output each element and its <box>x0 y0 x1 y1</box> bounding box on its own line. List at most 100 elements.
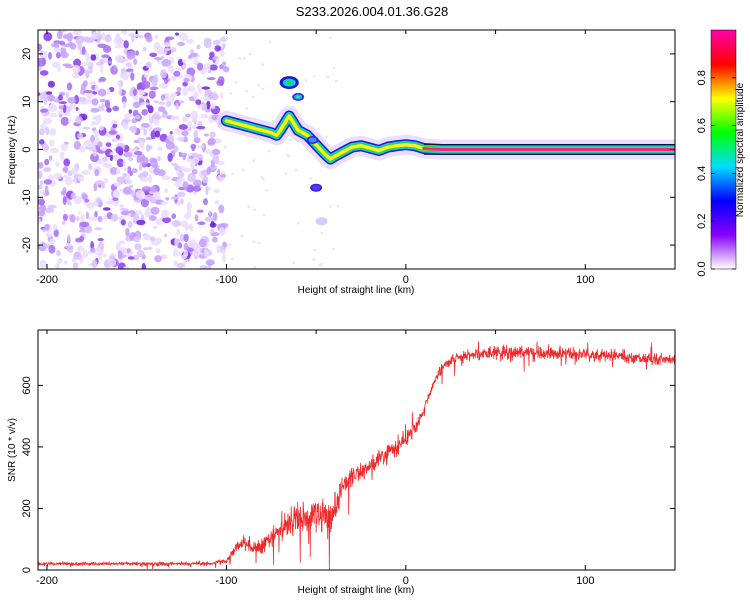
noise-blob <box>128 156 134 162</box>
noise-blob <box>62 213 68 221</box>
noise-blob <box>143 186 149 191</box>
noise-blob <box>131 33 135 43</box>
noise-blob <box>48 103 57 112</box>
noise-blob <box>133 139 139 144</box>
noise-blob <box>103 214 108 221</box>
noise-blob <box>193 137 201 144</box>
noise-blob <box>140 176 150 183</box>
snr-ytick-label: 200 <box>21 499 33 517</box>
noise-blob <box>39 241 43 248</box>
noise-blob <box>161 209 169 219</box>
noise-blob <box>157 146 163 151</box>
noise-blob <box>91 98 99 106</box>
noise-blob <box>260 175 264 179</box>
noise-blob <box>154 34 159 40</box>
noise-blob <box>268 40 271 43</box>
noise-blob <box>133 95 139 100</box>
noise-blob <box>65 92 69 98</box>
noise-blob <box>309 177 313 180</box>
snr-xtick-label: 100 <box>576 575 594 587</box>
noise-blob <box>101 54 110 59</box>
noise-blob <box>127 256 135 260</box>
noise-blob <box>288 138 292 141</box>
noise-blob <box>85 96 92 104</box>
noise-blob <box>108 258 117 267</box>
noise-blob <box>72 65 81 74</box>
noise-blob <box>77 174 85 182</box>
noise-blob <box>176 86 182 92</box>
noise-blob <box>213 189 221 193</box>
noise-blob <box>148 215 157 222</box>
noise-blob <box>197 221 206 225</box>
noise-blob <box>72 71 80 79</box>
noise-blob <box>196 62 204 71</box>
noise-blob <box>137 249 145 258</box>
noise-blob <box>148 90 156 99</box>
colorbar-tick-label: 0.8 <box>696 70 708 85</box>
noise-blob <box>192 251 198 257</box>
noise-blob <box>126 50 136 60</box>
noise-blob <box>132 254 140 261</box>
spectral-feature-core <box>310 138 315 142</box>
noise-blob <box>175 67 181 72</box>
noise-blob <box>39 259 47 269</box>
noise-blob <box>217 169 221 175</box>
noise-blob <box>171 213 176 219</box>
noise-blob <box>139 126 145 131</box>
noise-blob <box>38 218 41 225</box>
noise-blob <box>252 240 256 243</box>
noise-blob <box>57 257 63 264</box>
noise-blob <box>138 163 143 171</box>
noise-blob <box>38 65 42 71</box>
noise-blob <box>81 61 88 66</box>
noise-blob <box>196 209 204 213</box>
noise-blob <box>104 99 111 109</box>
noise-blob <box>90 107 100 113</box>
noise-blob <box>156 218 162 226</box>
noise-blob <box>90 153 99 163</box>
noise-blob <box>116 158 125 168</box>
noise-blob <box>143 247 149 251</box>
noise-blob <box>209 222 217 228</box>
noise-blob <box>176 262 185 269</box>
noise-blob <box>100 64 104 74</box>
noise-blob <box>39 190 46 195</box>
noise-blob <box>171 220 182 227</box>
noise-blob <box>187 241 194 248</box>
noise-blob <box>59 151 65 161</box>
figure-title: S233.2026.004.01.36.G28 <box>296 4 449 19</box>
noise-blob <box>203 96 210 102</box>
noise-blob <box>203 133 209 137</box>
noise-blob <box>216 244 221 254</box>
noise-blob <box>171 162 179 166</box>
noise-blob <box>169 94 175 104</box>
noise-blob <box>94 211 98 218</box>
noise-blob <box>133 88 138 96</box>
noise-blob <box>115 146 124 155</box>
noise-blob <box>156 45 163 55</box>
noise-blob <box>180 198 184 205</box>
noise-blob <box>227 243 231 246</box>
noise-blob <box>66 32 73 42</box>
noise-blob <box>38 204 47 213</box>
noise-blob <box>196 126 206 130</box>
snr-frame <box>37 329 676 571</box>
colorbar-label: Normalized spectral amplitude <box>735 82 746 217</box>
noise-blob <box>52 47 61 53</box>
noise-blob <box>152 127 162 133</box>
noise-blob <box>60 47 67 55</box>
spectrogram-ytick-label: 10 <box>21 96 33 108</box>
noise-blob <box>42 117 53 124</box>
noise-blob <box>245 107 249 110</box>
noise-blob <box>174 165 179 171</box>
noise-blob <box>175 102 179 110</box>
noise-blob <box>63 34 69 40</box>
noise-blob <box>121 30 128 35</box>
noise-blob <box>178 32 189 42</box>
noise-blob <box>123 40 129 49</box>
noise-blob <box>51 61 61 68</box>
noise-blob <box>45 126 50 135</box>
noise-blob <box>176 136 185 142</box>
noise-blob <box>162 217 172 224</box>
noise-blob <box>296 222 300 225</box>
